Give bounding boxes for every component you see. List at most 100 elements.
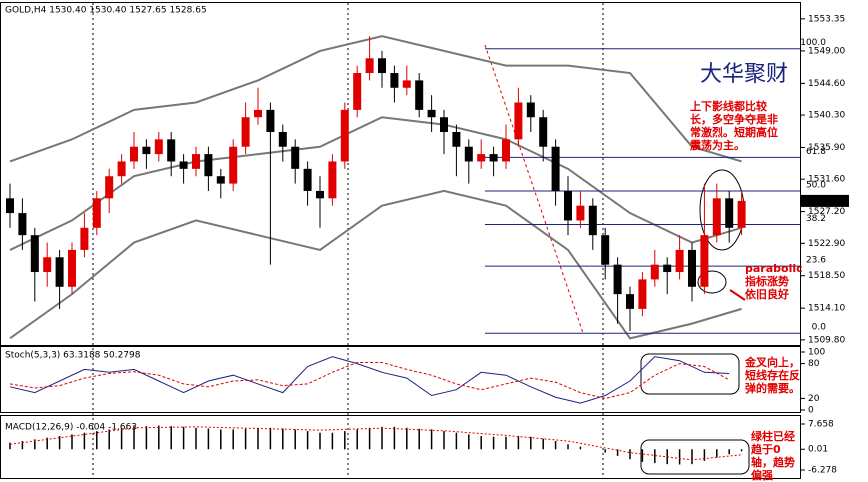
candle-body <box>30 235 39 273</box>
bollinger-band <box>9 35 742 163</box>
y-tick-label: 1549.00 <box>808 46 845 56</box>
candle-body <box>415 80 424 110</box>
annotation: parabolic指标涨势依旧良好 <box>745 262 803 301</box>
candle-body <box>192 154 200 169</box>
candle-body <box>402 80 411 88</box>
candle-body <box>688 249 696 287</box>
bollinger-band <box>9 116 742 251</box>
price-header: GOLD,H4 1530.40 1530.40 1527.65 1528.65 <box>5 6 207 16</box>
candle-body <box>502 139 510 162</box>
price-label-box <box>801 194 849 207</box>
y-tick-label: 1531.60 <box>808 175 845 185</box>
candle-body <box>254 109 262 118</box>
watermark: 大华聚财 <box>700 62 788 87</box>
fib-label: 50.0 <box>806 180 826 190</box>
highlight-box <box>640 439 750 475</box>
candle-body <box>18 213 27 236</box>
candle-body <box>378 58 386 74</box>
candle-body <box>675 249 684 273</box>
y-tick-label: 1540.30 <box>808 111 845 121</box>
candle-body <box>365 58 374 74</box>
y-tick-label: 1514.10 <box>808 304 845 314</box>
candle-body <box>204 154 213 177</box>
candle-body <box>92 198 101 228</box>
candle-body <box>564 190 572 221</box>
current-price: 1528.65 <box>806 196 843 206</box>
stoch-frame <box>0 346 801 413</box>
y-tick-label: 1544.60 <box>808 79 845 89</box>
y-tick-label: 20 <box>808 394 820 404</box>
arrow <box>729 289 746 301</box>
candle-body <box>328 161 337 199</box>
y-tick-label: 1553.35 <box>808 14 845 24</box>
y-tick-label: 80 <box>808 359 820 369</box>
annotation: 绿柱已经趋于0轴，趋势偏强 <box>751 430 795 482</box>
price-frame <box>0 2 801 346</box>
y-tick-label: 1522.90 <box>808 239 845 249</box>
candle-body <box>241 117 250 147</box>
y-tick-label: 1527.20 <box>808 207 845 217</box>
candle-body <box>737 200 746 228</box>
fib-label: 0.0 <box>812 323 827 333</box>
candle-body <box>725 198 734 228</box>
candle-body <box>613 264 622 295</box>
y-tick-label: 0.01 <box>808 445 828 455</box>
candle-body <box>278 131 287 147</box>
candle-body <box>229 146 238 184</box>
stoch-line <box>9 361 730 399</box>
annotation: 上下影线都比较长，多空争夺是非常激烈。短期高位震荡为主。 <box>690 100 778 152</box>
candle-body <box>68 249 76 287</box>
fib-label: 100.0 <box>800 38 826 48</box>
candle-body <box>477 154 486 162</box>
candle-body <box>154 139 163 155</box>
candle-body <box>650 264 659 280</box>
candle-body <box>43 257 52 273</box>
candle-body <box>142 146 151 155</box>
candle-body <box>489 154 498 162</box>
candle-body <box>316 190 324 199</box>
candle-body <box>340 109 349 162</box>
candle-body <box>130 146 138 162</box>
y-tick-label: 7.658 <box>808 419 834 429</box>
candle-body <box>440 117 448 132</box>
candle-body <box>576 205 585 221</box>
y-tick-label: 1535.90 <box>808 143 845 153</box>
candle-body <box>167 139 176 162</box>
candle-body <box>514 102 523 140</box>
candle-body <box>390 73 399 88</box>
y-tick-label: -6.278 <box>808 466 837 476</box>
candle-body <box>291 146 300 169</box>
macd-frame <box>0 415 801 479</box>
bollinger-band <box>9 189 742 340</box>
candle-body <box>464 146 473 162</box>
candle-body <box>638 279 647 309</box>
stoch-line <box>9 356 730 404</box>
candle-body <box>266 109 275 132</box>
candle-body <box>551 146 560 191</box>
candle-body <box>80 227 89 250</box>
y-tick-label: 1518.50 <box>808 271 845 281</box>
candle-body <box>601 235 610 265</box>
highlight-box <box>640 353 740 395</box>
candle-body <box>353 73 362 110</box>
candle-body <box>179 161 188 169</box>
fib-label: 38.2 <box>806 214 826 224</box>
fib-trendline <box>484 44 584 334</box>
y-tick-label: 100 <box>808 347 825 357</box>
candle-body <box>700 235 709 287</box>
candle-body <box>6 198 14 214</box>
candle-body <box>303 168 312 191</box>
y-tick-label: 0 <box>808 406 814 416</box>
candle-body <box>55 257 64 287</box>
annotation: 金叉向上，短线存在反弹的需要。 <box>745 356 800 395</box>
candle-body <box>626 294 634 309</box>
candle-body <box>452 131 461 147</box>
candle-body <box>105 176 114 199</box>
candle-body <box>539 117 548 147</box>
macd-header: MACD(12,26,9) -0.604 -1.663 <box>5 423 137 433</box>
candle-body <box>216 176 225 184</box>
candle-body <box>117 161 126 177</box>
highlight-ellipse <box>697 270 727 294</box>
